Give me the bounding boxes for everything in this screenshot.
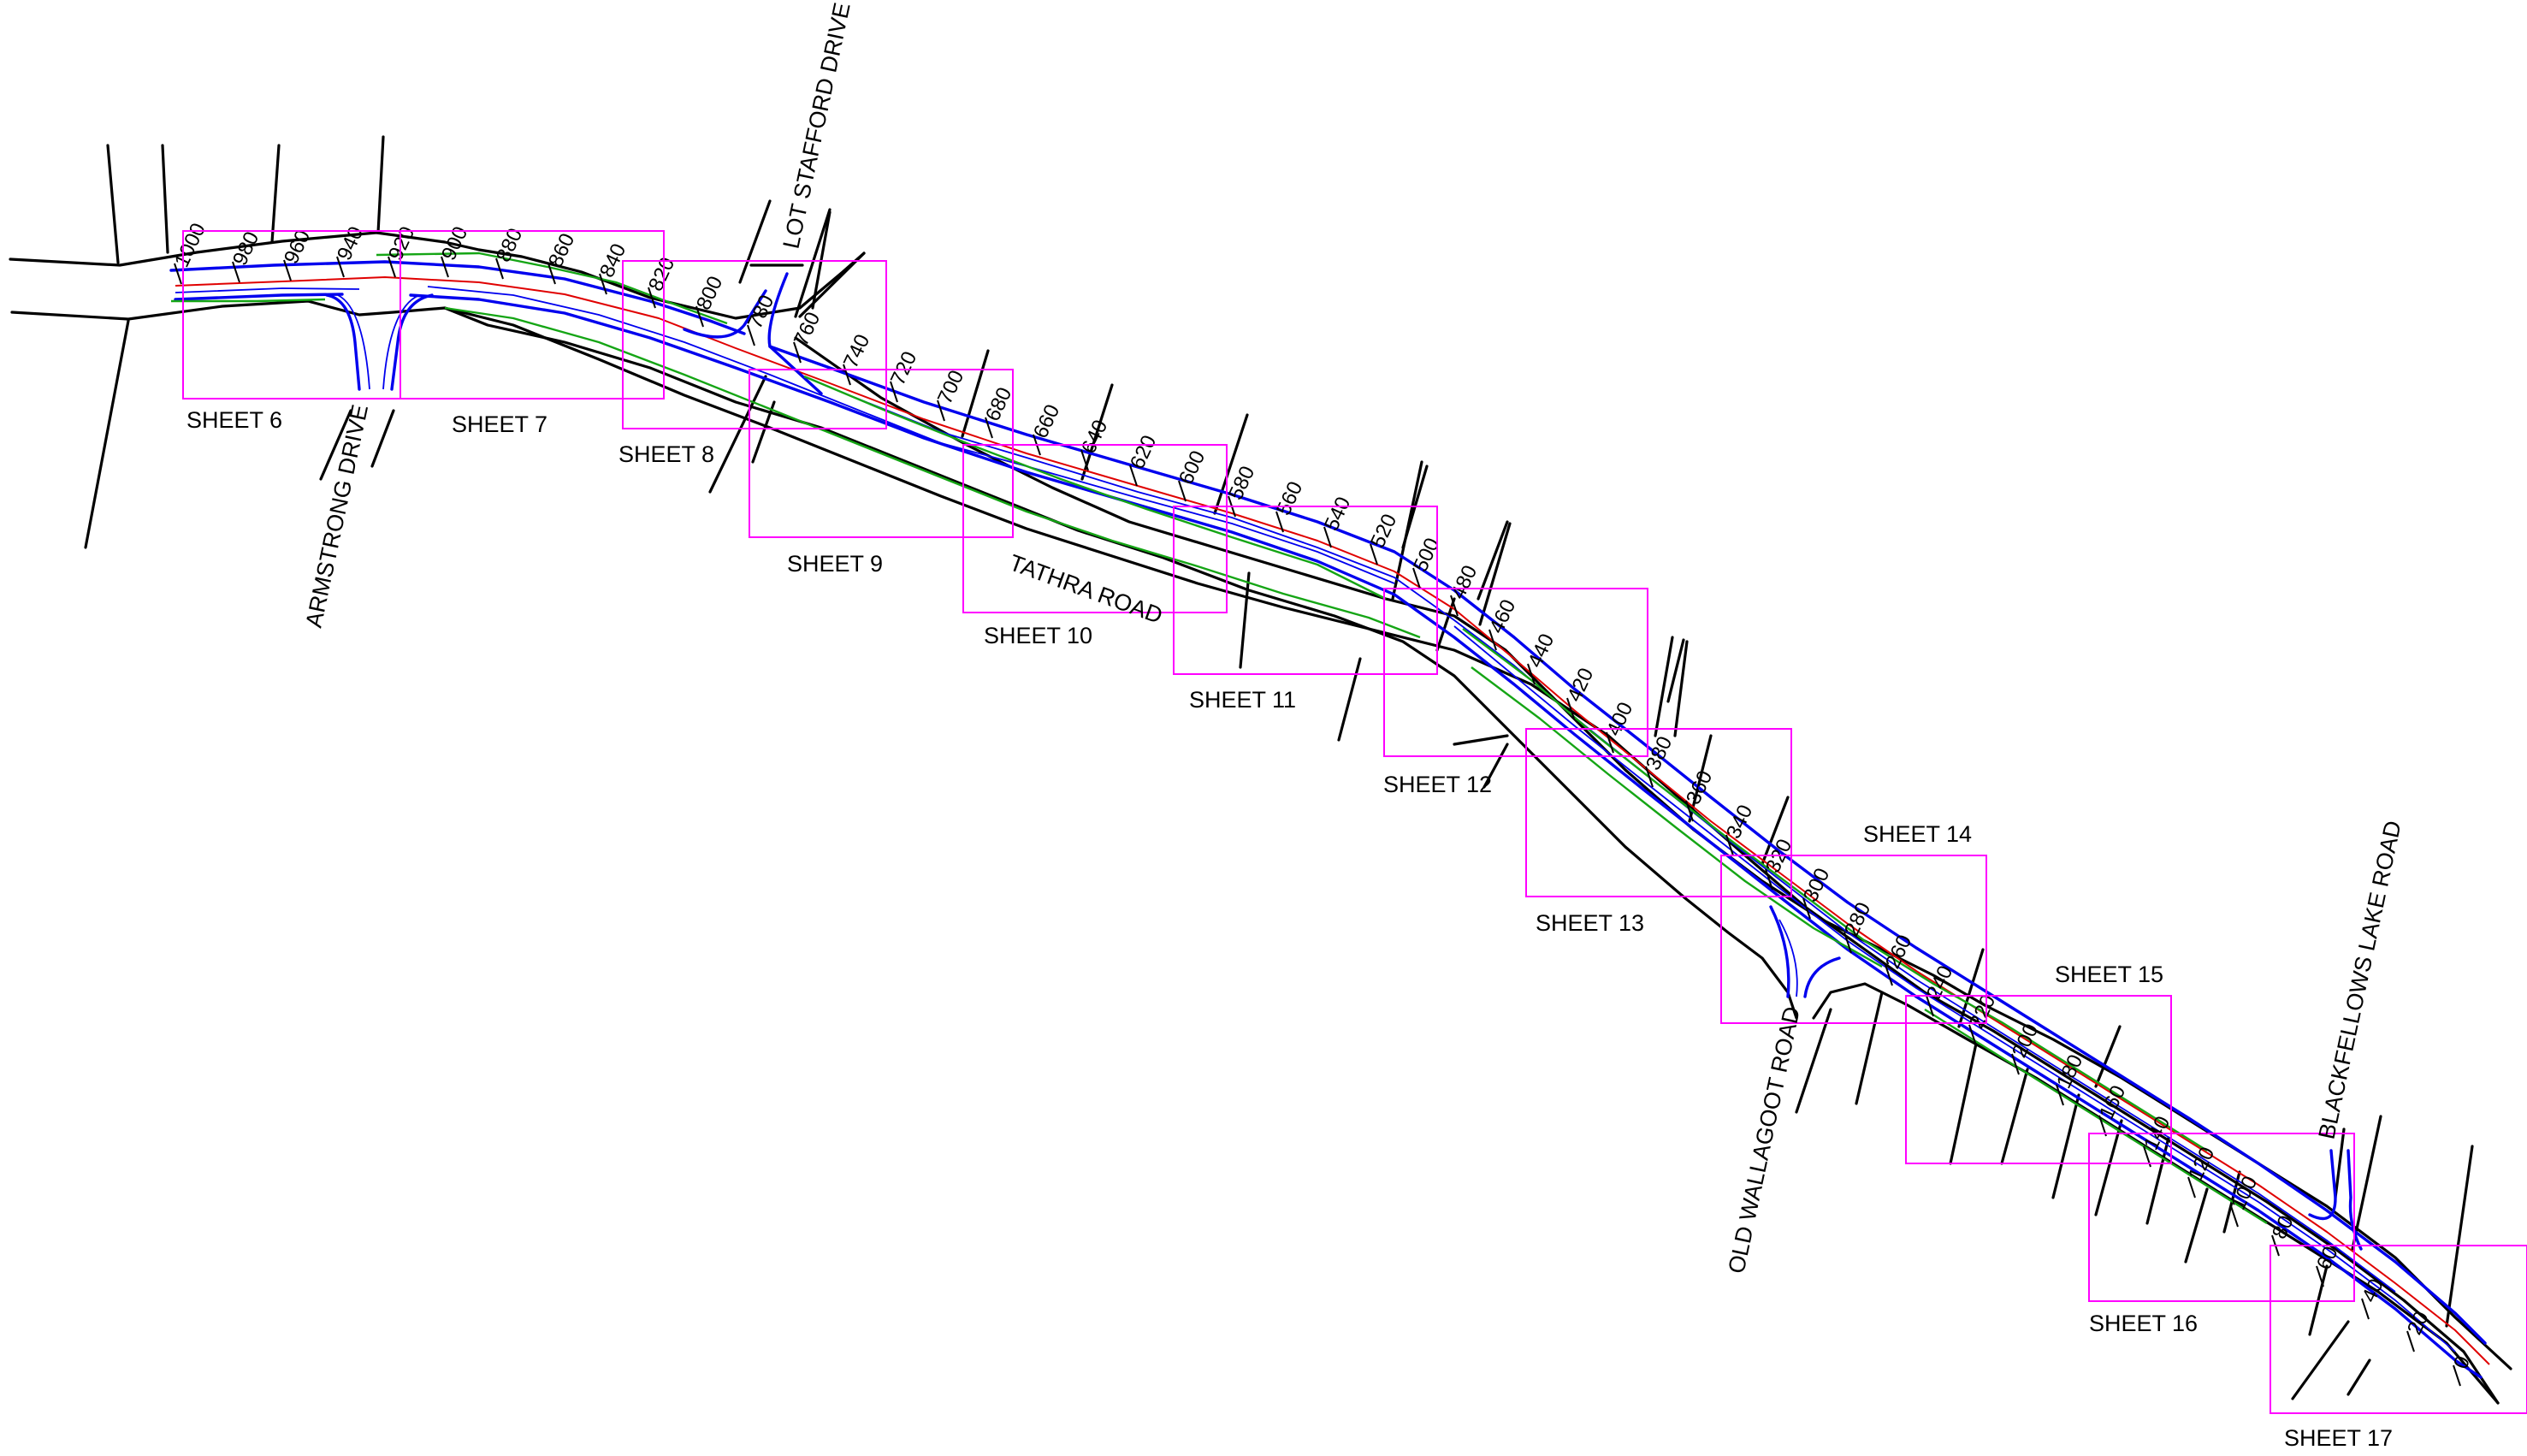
chainage-tick [336, 256, 345, 278]
chainage-tick [1968, 1024, 1977, 1046]
chainage-tick [1802, 897, 1811, 920]
sheet-frame [1525, 728, 1792, 897]
chainage-tick [1606, 731, 1614, 754]
chainage-tick [283, 259, 292, 281]
chainage-tick [1645, 766, 1654, 788]
chainage-tick [1178, 480, 1187, 502]
sheet-frames: SHEET 6 SHEET 7 SHEET 8 SHEET 9 SHEET 10 SHEE… [182, 230, 2527, 1451]
chainage-tick [388, 256, 396, 278]
chainage-tick [1885, 964, 1893, 986]
chainage-tick [937, 400, 945, 422]
chainage-tick [1926, 995, 1934, 1017]
sheet-label: SHEET 9 [787, 551, 883, 577]
chainage-tick [232, 261, 240, 283]
chainage-tick [2011, 1053, 2020, 1075]
chainage-tick [1370, 543, 1378, 565]
sheet-frame [1720, 855, 1987, 1024]
road-label-blackfellows-lake-road: BLACKFELLOWS LAKE ROAD [2314, 819, 2406, 1142]
chainage-tick [599, 273, 607, 295]
chainage-tick [1765, 868, 1773, 891]
sheet-frame [1383, 588, 1648, 757]
chainage-tick [2406, 1330, 2415, 1352]
chainage-tick [747, 324, 755, 346]
chainage-tick [1725, 834, 1734, 856]
chainage-tick [2230, 1205, 2239, 1228]
control-line [175, 276, 2490, 1365]
sheet-label: SHEET 16 [2089, 1311, 2198, 1336]
sheet-label: SHEET 8 [618, 441, 714, 467]
chainage-tick [1685, 800, 1694, 822]
chainage-tick [695, 305, 704, 328]
sheet-label: SHEET 15 [2055, 962, 2163, 987]
chainage-tick [1566, 697, 1575, 719]
sheet-frame [2270, 1245, 2527, 1414]
property-boundaries [9, 135, 2512, 1405]
sheet-label: SHEET 12 [1383, 772, 1492, 797]
road-label-armstrong-drive: ARMSTRONG DRIVE [301, 402, 374, 630]
chainage-tick [2056, 1084, 2064, 1106]
chainage-markers: 1000 980 960 940 920 900 880 860 840 820 800 780 760… [170, 220, 2475, 1387]
chainage-tick [2453, 1364, 2461, 1387]
chainage-tick [1450, 595, 1459, 617]
chainage-label: 0 [2449, 1352, 2475, 1373]
batter-lines [171, 252, 2268, 1225]
sheet-frame [962, 444, 1228, 613]
sheet-frame [749, 369, 1014, 538]
chainage-tick [1323, 526, 1332, 548]
chainage-tick [793, 341, 802, 364]
sheet-label: SHEET 6 [186, 407, 282, 433]
chainage-tick [843, 364, 851, 386]
sheet-frame [399, 230, 665, 400]
chainage-tick [648, 287, 656, 309]
sheet-label: SHEET 11 [1189, 687, 1296, 713]
chainage-tick [1843, 932, 1852, 954]
chainage-tick [2316, 1265, 2324, 1287]
sheet-label: SHEET 14 [1863, 821, 1972, 847]
road-label-lot-stafford-drive: LOT STAFFORD DRIVE [778, 0, 855, 251]
road-label-tathra: TATHRA ROAD [1006, 549, 1166, 628]
chainage-tick [890, 381, 898, 403]
chainage-tick [547, 263, 556, 285]
sheet-frame [1905, 995, 2172, 1164]
kerb-lines [169, 260, 2487, 1379]
chainage-tick [1275, 511, 1284, 533]
chainage-tick [2187, 1176, 2196, 1199]
chainage-tick [985, 417, 993, 439]
sheet-frame [2088, 1133, 2355, 1302]
chainage-tick [1412, 567, 1421, 589]
chainage-tick [1080, 449, 1089, 471]
sheet-label: SHEET 7 [452, 411, 547, 437]
chainage-tick [441, 256, 449, 278]
sheet-label: SHEET 10 [984, 623, 1092, 648]
sheet-label: SHEET 13 [1536, 910, 1644, 936]
chainage-tick [1527, 663, 1536, 685]
road-label-old-wallagoot-road: OLD WALLAGOOT ROAD [1724, 1004, 1805, 1275]
sheet-frame [622, 260, 887, 429]
chainage-tick [1129, 465, 1138, 487]
chainage-label: 1000 [170, 220, 210, 271]
chainage-tick [2361, 1298, 2370, 1320]
chainage-tick [174, 263, 182, 285]
sheet-label: SHEET 17 [2284, 1425, 2393, 1451]
chainage-tick [1488, 629, 1497, 651]
sheet-frame [1173, 506, 1438, 675]
chainage-tick [495, 257, 504, 280]
